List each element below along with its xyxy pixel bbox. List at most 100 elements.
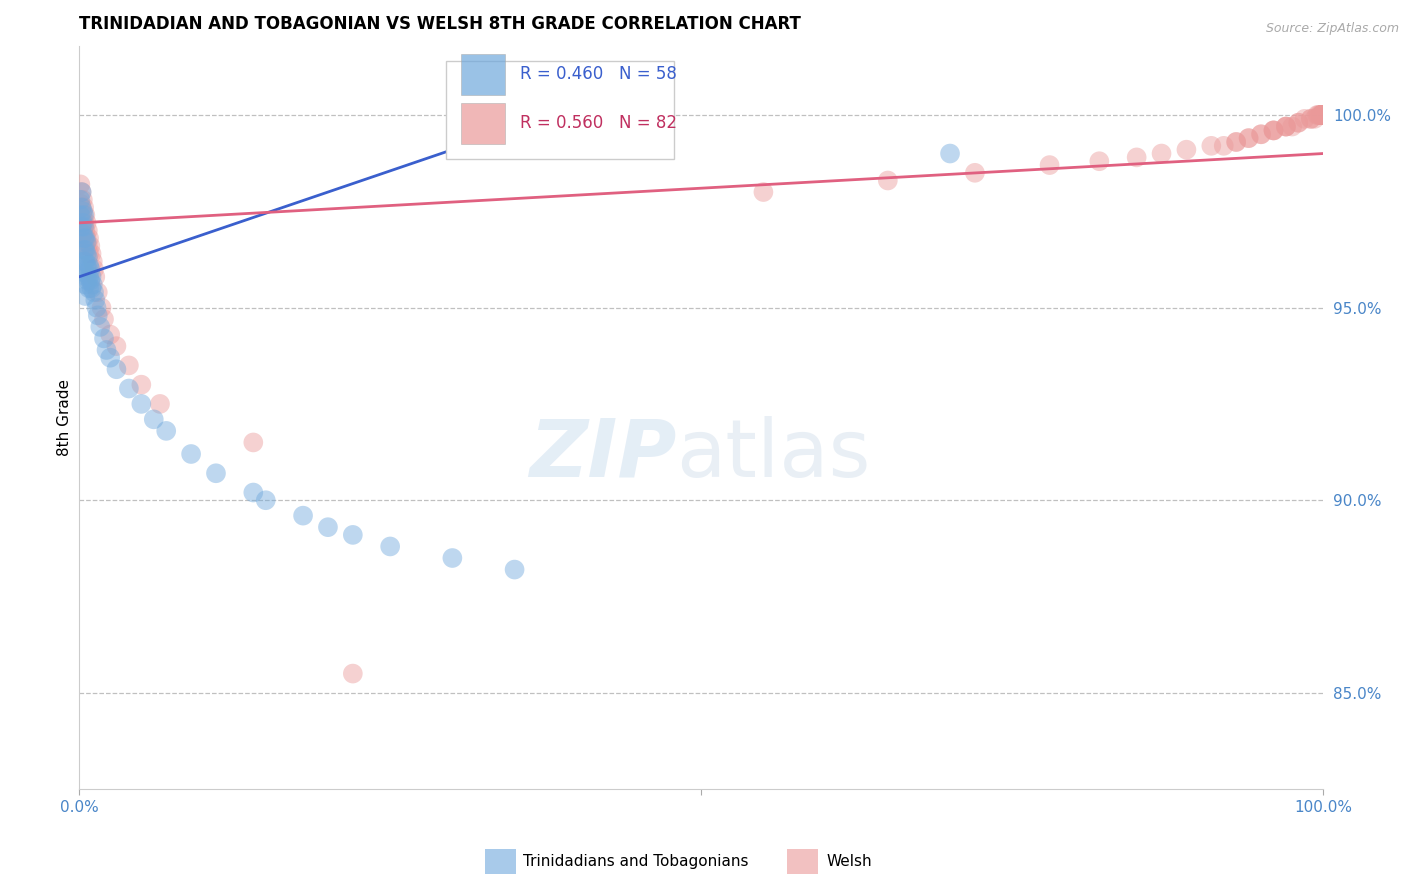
Point (118, 359, 141, 373)
Point (1237, 131, 1260, 145)
Point (72, 204, 94, 219)
Point (1250, 128, 1272, 142)
Point (1310, 108, 1333, 122)
Point (76, 235, 98, 249)
Point (1306, 108, 1329, 122)
Point (1281, 120, 1303, 134)
Point (69, 208, 91, 222)
Point (76, 274, 98, 288)
Point (75, 243, 97, 257)
Point (75, 254, 97, 268)
Point (503, 563, 526, 577)
Bar (461, 103, 505, 144)
Point (76, 246, 98, 260)
Point (76, 251, 98, 265)
Text: R = 0.560   N = 82: R = 0.560 N = 82 (520, 114, 676, 132)
Point (69, 178, 91, 192)
Point (75, 239, 97, 253)
Point (1299, 112, 1322, 126)
Text: ZIP: ZIP (529, 416, 676, 493)
Point (80, 281, 103, 295)
Point (87, 285, 110, 300)
Point (76, 231, 98, 245)
Point (205, 467, 228, 481)
Point (76, 223, 98, 237)
Point (242, 485, 264, 500)
Point (1088, 154, 1111, 169)
Point (93, 312, 115, 326)
Point (76, 239, 98, 253)
Point (180, 447, 202, 461)
Point (155, 424, 177, 438)
Point (1275, 120, 1298, 134)
Point (1310, 108, 1333, 122)
Point (69, 196, 91, 211)
Point (72, 223, 94, 237)
Point (1286, 116, 1309, 130)
Point (93, 331, 115, 345)
Point (73, 254, 96, 268)
Point (75, 231, 97, 245)
Point (86, 301, 108, 315)
Point (131, 377, 153, 392)
Point (1310, 108, 1333, 122)
Point (70, 201, 93, 215)
Point (73, 208, 96, 222)
Point (70, 216, 93, 230)
Point (1309, 108, 1331, 122)
Point (84, 293, 107, 307)
Point (79, 239, 101, 253)
Point (1310, 108, 1333, 122)
Point (77, 281, 100, 295)
Point (69, 212, 91, 227)
Point (70, 185, 93, 199)
Point (876, 173, 898, 187)
Point (96, 343, 118, 357)
Bar (446, 61, 673, 159)
Point (149, 397, 172, 411)
Point (80, 246, 103, 260)
Point (105, 339, 128, 353)
Point (70, 219, 93, 234)
Point (73, 231, 96, 245)
Point (77, 231, 100, 245)
Point (98, 351, 121, 365)
Point (1263, 123, 1285, 137)
Point (84, 269, 107, 284)
Point (131, 397, 153, 411)
Point (72, 208, 94, 222)
Point (378, 540, 401, 554)
Point (1201, 138, 1223, 153)
Point (75, 208, 97, 222)
Point (1263, 123, 1285, 137)
Text: TRINIDADIAN AND TOBAGONIAN VS WELSH 8TH GRADE CORRELATION CHART: TRINIDADIAN AND TOBAGONIAN VS WELSH 8TH … (79, 15, 801, 33)
Point (939, 146, 962, 161)
Point (752, 185, 775, 199)
Point (118, 382, 141, 396)
Point (1299, 112, 1322, 126)
Point (1310, 108, 1333, 122)
Point (963, 166, 986, 180)
Point (73, 201, 96, 215)
Point (1310, 108, 1333, 122)
Point (1309, 108, 1331, 122)
Point (1125, 150, 1147, 164)
Point (75, 289, 97, 303)
Point (1310, 108, 1333, 122)
Point (1310, 108, 1333, 122)
Point (105, 362, 128, 376)
Point (75, 223, 97, 237)
Point (73, 231, 96, 245)
Point (142, 412, 165, 426)
Point (1225, 135, 1247, 149)
Point (77, 258, 100, 272)
Point (72, 193, 94, 207)
Point (342, 666, 364, 681)
Point (79, 274, 101, 288)
Point (80, 269, 103, 284)
Point (1275, 120, 1298, 134)
Point (1212, 138, 1234, 153)
Point (441, 551, 464, 566)
Point (76, 216, 98, 230)
Point (76, 269, 98, 284)
